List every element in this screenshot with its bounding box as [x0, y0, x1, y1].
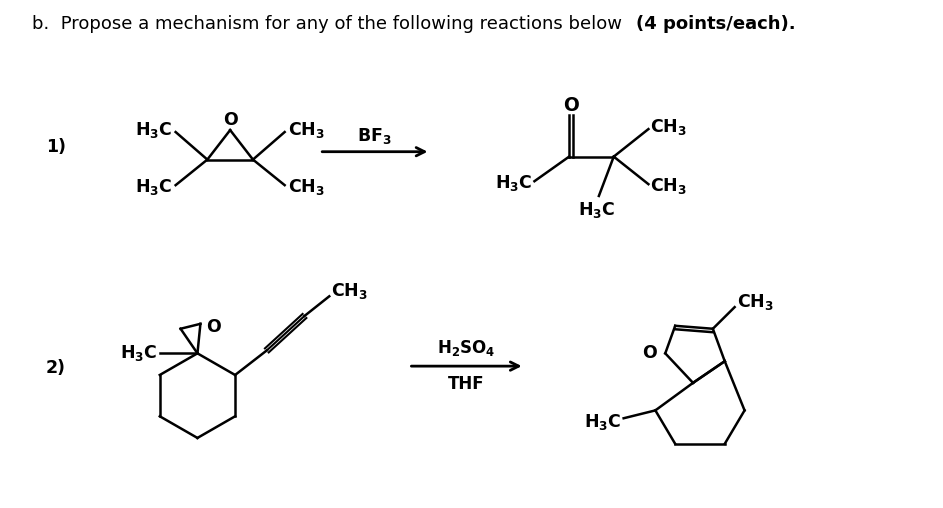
- Text: $\mathregular{CH_3}$: $\mathregular{CH_3}$: [288, 177, 324, 197]
- Text: $\mathregular{CH_3}$: $\mathregular{CH_3}$: [736, 292, 773, 312]
- Text: $\mathregular{H_3C}$: $\mathregular{H_3C}$: [578, 200, 616, 220]
- Text: O: O: [563, 96, 579, 115]
- Text: $\mathregular{CH_3}$: $\mathregular{CH_3}$: [651, 176, 687, 196]
- Text: (4 points/each).: (4 points/each).: [636, 15, 795, 33]
- Text: $\mathregular{CH_3}$: $\mathregular{CH_3}$: [331, 281, 368, 301]
- Text: $\mathregular{H_3C}$: $\mathregular{H_3C}$: [136, 177, 173, 197]
- Text: 1): 1): [46, 138, 66, 156]
- Text: $\mathregular{CH_3}$: $\mathregular{CH_3}$: [651, 117, 687, 137]
- Text: $\mathregular{H_2SO_4}$: $\mathregular{H_2SO_4}$: [438, 338, 496, 359]
- Text: $\mathregular{CH_3}$: $\mathregular{CH_3}$: [288, 120, 324, 140]
- Text: O: O: [223, 111, 238, 129]
- Text: $\mathregular{H_3C}$: $\mathregular{H_3C}$: [495, 173, 533, 193]
- Text: $\mathregular{H_3C}$: $\mathregular{H_3C}$: [136, 120, 173, 140]
- Text: O: O: [642, 344, 657, 362]
- Text: $\mathregular{H_3C}$: $\mathregular{H_3C}$: [585, 412, 621, 432]
- Text: $\mathregular{H_3C}$: $\mathregular{H_3C}$: [121, 343, 157, 363]
- Text: O: O: [207, 318, 221, 336]
- Text: 2): 2): [46, 359, 66, 377]
- Text: THF: THF: [448, 375, 485, 393]
- Text: b.  Propose a mechanism for any of the following reactions below: b. Propose a mechanism for any of the fo…: [32, 15, 628, 33]
- Text: $\mathregular{BF_3}$: $\mathregular{BF_3}$: [357, 126, 392, 146]
